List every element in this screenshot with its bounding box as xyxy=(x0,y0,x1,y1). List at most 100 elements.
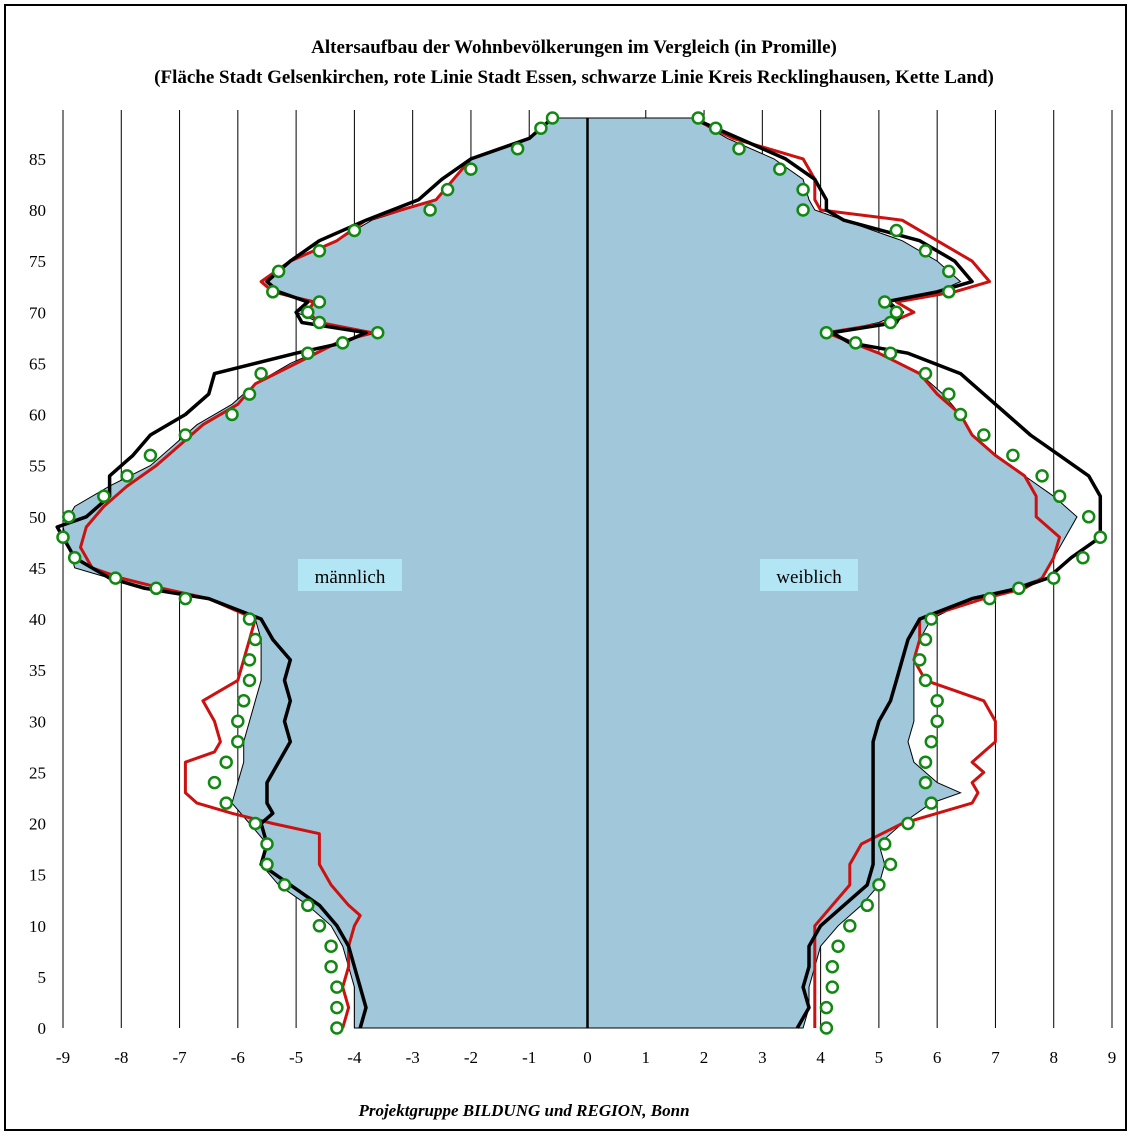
marker-land-male xyxy=(347,223,362,238)
marker-land-male xyxy=(231,714,245,729)
x-tick-label: -9 xyxy=(56,1048,70,1067)
marker-land-male xyxy=(545,111,560,125)
marker-land-female xyxy=(982,591,997,606)
marker-land-female xyxy=(883,315,898,330)
marker-land-female xyxy=(918,755,933,769)
chart-frame: Altersaufbau der Wohnbevölkerungen im Ve… xyxy=(4,4,1127,1131)
axis-layer: -9 -8 -7 -6 -5 -4 -3 -2 -1 0 1 2 3 4 5 6 7 8 9051015202530… xyxy=(29,118,1116,1067)
marker-land-male xyxy=(266,285,280,299)
marker-land-female xyxy=(825,959,840,974)
marker-land-male xyxy=(120,469,134,483)
marker-land-male xyxy=(62,510,76,524)
marker-land-female xyxy=(848,336,863,350)
marker-land-female xyxy=(708,121,723,135)
marker-land-female xyxy=(924,734,939,749)
marker-land-male xyxy=(312,919,327,933)
marker-land-female xyxy=(889,305,904,320)
marker-land-male xyxy=(207,775,222,790)
marker-land-male xyxy=(440,182,455,197)
x-tick-label: 1 xyxy=(642,1048,651,1067)
marker-land-female xyxy=(901,816,915,831)
marker-land-female xyxy=(1093,530,1108,544)
marker-land-female xyxy=(953,407,968,422)
x-tick-label: -4 xyxy=(347,1048,362,1067)
marker-land-female xyxy=(883,346,898,360)
marker-land-female xyxy=(796,182,810,197)
marker-land-male xyxy=(324,939,338,953)
marker-land-female xyxy=(860,898,874,913)
marker-land-male xyxy=(335,336,350,350)
marker-land-female xyxy=(883,857,898,872)
marker-land-male xyxy=(97,489,111,504)
marker-land-male xyxy=(108,571,123,585)
marker-land-female xyxy=(918,366,933,381)
marker-land-male xyxy=(67,550,82,565)
marker-land-female xyxy=(877,295,892,309)
label-female: weiblich xyxy=(776,567,842,588)
marker-land-female xyxy=(930,714,944,729)
marker-land-male xyxy=(271,264,286,279)
y-tick-label: 60 xyxy=(29,406,46,425)
marker-land-female xyxy=(819,1021,834,1035)
x-tick-label: 8 xyxy=(1049,1048,1058,1067)
labels-layer: männlich weiblich xyxy=(298,559,858,591)
x-tick-label: -2 xyxy=(464,1048,478,1067)
y-tick-label: 0 xyxy=(38,1019,47,1038)
marker-land-male xyxy=(464,162,478,176)
x-tick-label: -8 xyxy=(114,1048,128,1067)
marker-land-female xyxy=(918,775,933,790)
marker-land-male xyxy=(149,581,163,596)
marker-land-female xyxy=(924,612,939,626)
marker-land-female xyxy=(877,837,892,851)
marker-land-male xyxy=(178,428,193,442)
marker-land-male xyxy=(225,407,239,422)
y-tick-label: 40 xyxy=(29,610,46,629)
marker-land-female xyxy=(691,111,705,125)
x-tick-label: 3 xyxy=(758,1048,767,1067)
marker-land-male xyxy=(423,203,437,217)
y-tick-label: 65 xyxy=(29,354,46,373)
marker-land-male xyxy=(301,346,315,360)
marker-land-male xyxy=(236,694,251,708)
marker-land-male xyxy=(312,315,327,330)
marker-land-male xyxy=(534,121,548,135)
marker-land-female xyxy=(819,1000,834,1015)
x-tick-label: -3 xyxy=(406,1048,420,1067)
marker-land-male xyxy=(260,837,274,851)
marker-layer xyxy=(56,111,1108,1035)
marker-land-male xyxy=(178,591,193,606)
y-tick-label: 5 xyxy=(38,968,47,987)
marker-land-male xyxy=(312,244,327,258)
marker-land-female xyxy=(1081,510,1096,524)
x-tick-label: 4 xyxy=(816,1048,825,1067)
marker-land-male xyxy=(242,673,257,688)
y-tick-label: 20 xyxy=(29,815,46,834)
marker-land-male xyxy=(324,959,338,974)
marker-land-male xyxy=(330,1021,344,1035)
marker-land-male xyxy=(510,141,525,156)
marker-land-male xyxy=(248,816,263,831)
label-male-box xyxy=(298,559,402,591)
marker-land-female xyxy=(773,162,787,176)
x-tick-label: -7 xyxy=(172,1048,187,1067)
x-tick-label: 9 xyxy=(1108,1048,1117,1067)
marker-land-male xyxy=(301,898,315,913)
label-male: männlich xyxy=(315,567,386,588)
marker-land-female xyxy=(942,264,956,279)
x-tick-label: 5 xyxy=(875,1048,884,1067)
x-tick-label: 2 xyxy=(700,1048,709,1067)
marker-land-female xyxy=(918,244,933,258)
y-tick-label: 30 xyxy=(29,712,46,731)
marker-land-female xyxy=(872,878,886,892)
marker-land-female xyxy=(942,387,956,401)
x-tick-label: -1 xyxy=(522,1048,536,1067)
marker-land-male xyxy=(56,530,70,544)
marker-land-female xyxy=(912,653,927,667)
marker-land-male xyxy=(301,305,315,320)
marker-land-female xyxy=(796,203,810,217)
y-tick-label: 50 xyxy=(29,508,46,527)
y-tick-label: 80 xyxy=(29,201,46,220)
chart-footer: Projektgruppe BILDUNG und REGION, Bonn xyxy=(357,1101,689,1120)
marker-land-female xyxy=(1052,489,1067,504)
y-tick-label: 10 xyxy=(29,917,46,936)
